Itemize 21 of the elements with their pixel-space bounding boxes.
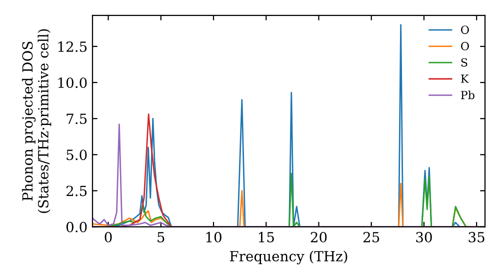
- x-tick-label: 0: [104, 232, 112, 242]
- legend-label: O: [461, 26, 469, 34]
- y-axis-title: Phonon projected DOS (States/THz·primitive cell): [22, 29, 52, 213]
- y-tick-label: 10.0: [58, 77, 87, 88]
- x-tick-label: 30: [416, 232, 432, 242]
- legend-label: S: [461, 58, 468, 67]
- x-axis-title: Frequency (THz): [230, 250, 348, 264]
- x-tick-label: 5: [158, 232, 164, 242]
- x-tick-label: 35: [468, 232, 484, 242]
- y-tick-label: 0.0: [66, 222, 87, 232]
- x-tick-label: 25: [363, 232, 380, 242]
- y-tick-label: 7.5: [66, 114, 87, 124]
- legend-label: Pb: [461, 90, 474, 100]
- y-tick-label: 5.0: [66, 150, 87, 160]
- x-tick-label: 15: [258, 232, 274, 242]
- legend-label: O: [461, 42, 469, 50]
- y-tick-label: 2.5: [66, 186, 87, 196]
- y-tick-label: 12.5: [58, 41, 87, 52]
- x-tick-label: 20: [310, 232, 327, 242]
- legend-label: K: [461, 74, 469, 83]
- x-tick-label: 10: [206, 232, 222, 242]
